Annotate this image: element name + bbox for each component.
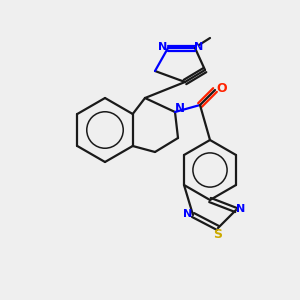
Text: O: O — [217, 82, 227, 95]
Text: N: N — [158, 42, 168, 52]
Text: N: N — [175, 103, 185, 116]
Text: N: N — [194, 42, 204, 52]
Text: S: S — [214, 227, 223, 241]
Text: N: N — [183, 209, 193, 219]
Text: N: N — [236, 204, 246, 214]
